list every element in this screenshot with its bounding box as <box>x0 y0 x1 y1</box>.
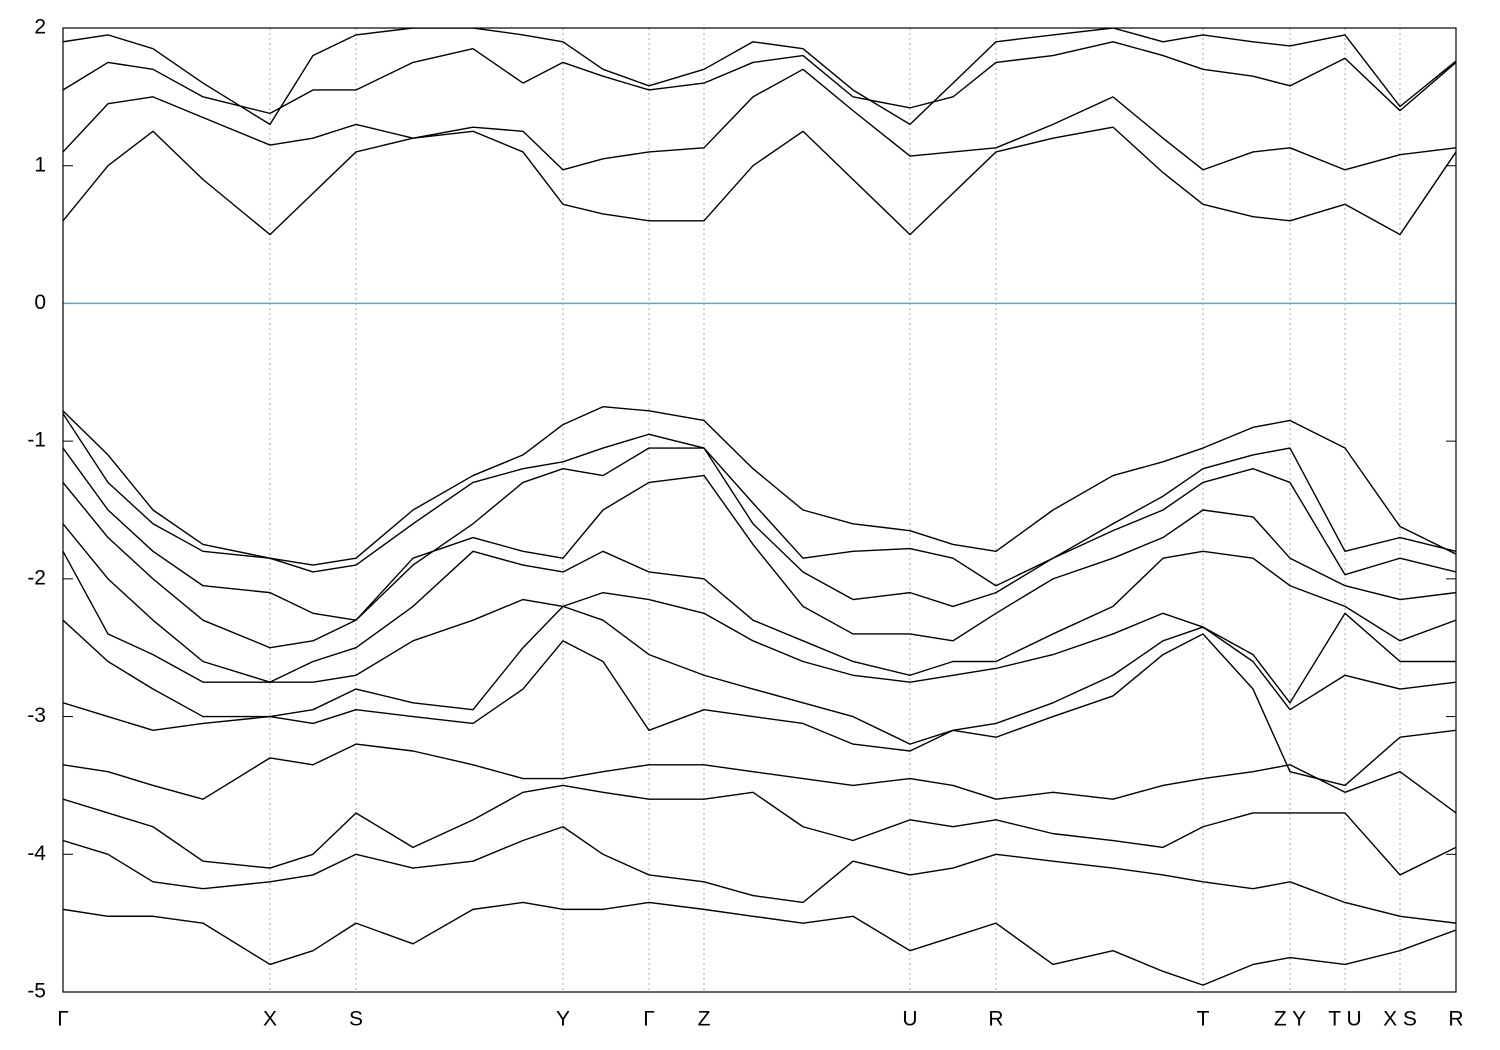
band-line <box>63 28 1456 126</box>
y-tick-label: 1 <box>34 153 46 176</box>
band-line <box>63 901 1456 986</box>
band-line <box>63 126 1456 236</box>
x-tick-label: R <box>988 1008 1003 1031</box>
y-tick-label: -2 <box>27 566 46 589</box>
y-tick-label: -5 <box>27 980 46 1003</box>
x-tick-label: Z Y <box>1274 1008 1306 1031</box>
x-tick-label: Γ <box>57 1008 69 1031</box>
x-tick-label: U <box>902 1008 917 1031</box>
plot-frame <box>62 27 1457 993</box>
band-line <box>63 550 1456 704</box>
band-line <box>63 633 1456 787</box>
x-tick-label: R <box>1448 1008 1463 1031</box>
band-line <box>63 474 1456 649</box>
y-tick-label: -4 <box>27 842 46 865</box>
y-tick-label: -1 <box>27 429 46 452</box>
band-line <box>63 413 1456 587</box>
band-line <box>63 68 1456 171</box>
band-line <box>63 743 1456 814</box>
x-tick-label: S <box>349 1008 363 1031</box>
x-tick-label: X S <box>1383 1008 1417 1031</box>
band-line <box>63 41 1456 115</box>
y-tick-label: 0 <box>34 291 46 314</box>
band-line <box>63 523 1456 683</box>
x-tick-label: X <box>263 1008 277 1031</box>
x-tick-label: Γ <box>643 1008 655 1031</box>
band-line <box>63 784 1456 876</box>
band-line <box>63 447 1456 621</box>
x-tick-label: Z <box>698 1008 711 1031</box>
y-tick-label: 2 <box>34 16 46 39</box>
band-line <box>63 605 1456 745</box>
band-line <box>63 826 1456 924</box>
x-tick-label: T <box>1197 1008 1210 1031</box>
y-tick-label: -3 <box>27 704 46 727</box>
x-tick-label: Y <box>556 1008 570 1031</box>
x-tick-label: T U <box>1328 1008 1361 1031</box>
band-line <box>63 406 1456 566</box>
